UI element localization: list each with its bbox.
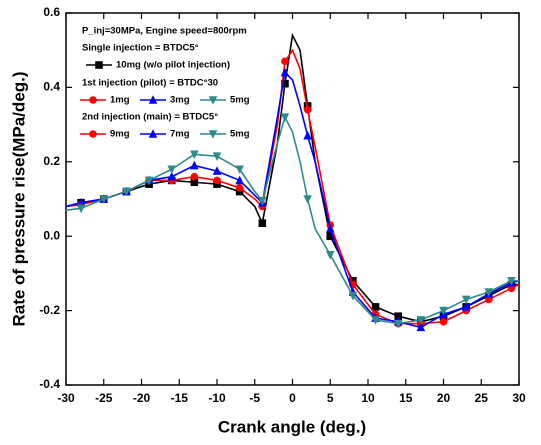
data-point — [190, 150, 199, 160]
legend-title: Single injection = BTDC5° — [82, 43, 199, 54]
data-point — [507, 277, 516, 286]
data-point — [371, 303, 380, 311]
data-point — [303, 130, 312, 140]
x-tick-label: 5 — [327, 391, 334, 405]
data-point — [393, 319, 403, 329]
legend-marker — [148, 129, 158, 138]
x-tick-label: -25 — [95, 391, 113, 405]
data-point — [461, 295, 471, 305]
y-tick-label: -0.2 — [39, 303, 60, 317]
legend-title: 1st injection (pilot) = BTDC°30 — [82, 78, 218, 89]
series-line — [65, 114, 519, 325]
data-point — [303, 195, 312, 204]
data-point — [416, 316, 426, 325]
y-axis-title: Rate of pressure rise(MPa/deg.) — [9, 71, 28, 326]
legend-marker — [208, 130, 218, 139]
data-point — [281, 79, 289, 88]
data-point — [167, 171, 176, 181]
x-tick-label: -30 — [57, 391, 75, 405]
legend-title: 2nd injection (main) = BTDC5° — [82, 112, 218, 123]
data-point — [461, 302, 471, 311]
data-point — [190, 178, 199, 187]
data-point — [280, 113, 290, 122]
data-point — [76, 197, 86, 207]
x-tick-label: 20 — [437, 391, 451, 405]
data-point — [213, 176, 221, 185]
annotation: P_inj=30MPa, Engine speed=800rpm — [82, 26, 247, 37]
data-point — [258, 219, 267, 227]
data-point — [281, 57, 289, 66]
series-line — [65, 70, 520, 329]
y-tick-label: 0.0 — [43, 228, 60, 242]
legend-label: 9mg — [110, 129, 130, 140]
y-tick-label: 0.4 — [43, 80, 60, 94]
data-point — [76, 204, 86, 214]
x-tick-label: -10 — [208, 391, 226, 405]
data-point — [326, 232, 335, 240]
data-point — [235, 175, 244, 185]
legend-label: 5mg — [230, 129, 250, 140]
data-point — [212, 152, 222, 162]
data-point — [258, 197, 267, 206]
x-tick-label: 0 — [289, 391, 296, 405]
legend-label: 7mg — [170, 129, 190, 140]
data-point — [190, 172, 199, 181]
data-point — [99, 195, 109, 204]
x-tick-label: 25 — [475, 391, 489, 405]
x-tick-label: -20 — [133, 391, 151, 405]
legend-label: 1mg — [110, 95, 130, 106]
y-tick-label: -0.4 — [39, 377, 60, 391]
series-line — [65, 48, 520, 325]
data-point — [235, 165, 244, 175]
x-tick-label: -15 — [171, 391, 189, 405]
legend-marker — [208, 96, 218, 105]
data-point — [439, 306, 448, 316]
data-point — [212, 166, 222, 175]
data-point — [325, 251, 335, 260]
legend-label: 5mg — [230, 95, 250, 106]
data-point — [484, 288, 494, 297]
y-tick-label: 0.2 — [43, 154, 60, 168]
x-tick-label: 30 — [512, 391, 526, 405]
x-tick-label: 10 — [361, 391, 375, 405]
data-point — [280, 67, 290, 77]
data-point — [303, 105, 312, 114]
legend-label: 10mg (w/o pilot injection) — [116, 60, 230, 71]
data-point — [122, 187, 131, 197]
data-point — [439, 317, 448, 326]
data-point — [325, 223, 335, 233]
data-point — [144, 176, 154, 186]
legend-label: 3mg — [170, 95, 190, 106]
data-point — [167, 165, 176, 175]
data-point — [394, 312, 402, 320]
data-point — [416, 322, 426, 332]
data-point — [235, 184, 244, 192]
x-tick-label: -5 — [249, 391, 260, 405]
data-point — [190, 160, 199, 170]
legend-marker — [89, 96, 97, 104]
legend-marker — [89, 130, 97, 138]
legend-marker — [148, 95, 158, 104]
data-point — [371, 316, 380, 325]
x-axis-title: Crank angle (deg.) — [218, 417, 366, 436]
data-point — [348, 291, 358, 301]
x-tick-label: 15 — [399, 391, 413, 405]
y-tick-label: 0.6 — [43, 5, 60, 19]
legend-marker — [95, 61, 103, 69]
